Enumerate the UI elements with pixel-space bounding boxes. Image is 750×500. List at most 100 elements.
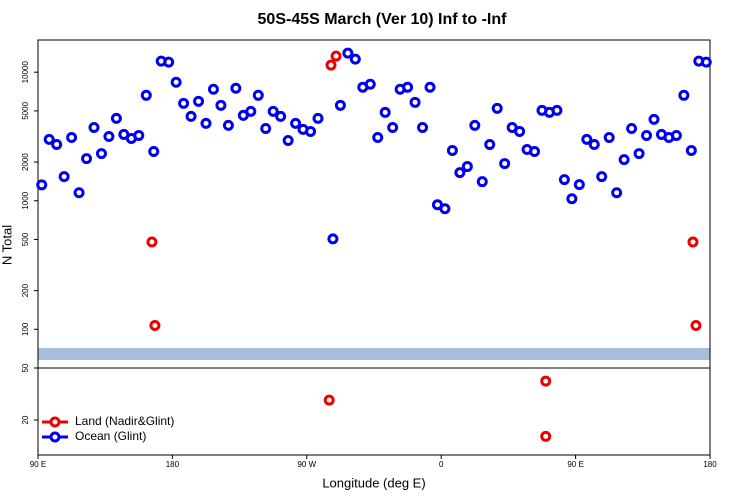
point: [469, 119, 481, 131]
y-tick-label: 5000: [21, 101, 30, 119]
legend-marker: [49, 431, 61, 443]
point: [230, 82, 242, 94]
point: [260, 122, 272, 134]
point: [417, 121, 429, 133]
point: [581, 133, 593, 145]
point: [330, 50, 342, 62]
top-panel-frame: [37, 39, 711, 369]
point: [540, 430, 552, 442]
point: [163, 56, 175, 68]
point: [424, 81, 436, 93]
legend-label: Land (Nadir&Glint): [75, 414, 174, 428]
point: [58, 171, 70, 183]
point: [290, 117, 302, 129]
y-tick-label: 10000: [21, 61, 30, 84]
point: [133, 129, 145, 141]
point: [215, 99, 227, 111]
point: [364, 78, 376, 90]
point: [43, 133, 55, 145]
point: [282, 135, 294, 147]
point: [275, 110, 287, 122]
point: [207, 83, 219, 95]
point: [305, 125, 317, 137]
point: [327, 233, 339, 245]
point: [334, 99, 346, 111]
point: [499, 158, 511, 170]
point: [200, 117, 212, 129]
point: [110, 112, 122, 124]
point: [185, 110, 197, 122]
point: [88, 121, 100, 133]
x-tick-label: 180: [166, 460, 180, 469]
bottom-panel-frame: [37, 367, 711, 456]
x-tick-label: 0: [439, 460, 444, 469]
x-tick-label: 180: [703, 460, 717, 469]
point: [618, 154, 630, 166]
point: [379, 106, 391, 118]
y-tick-label: 20: [21, 415, 30, 424]
point: [245, 105, 257, 117]
point: [36, 179, 48, 191]
y-tick-label: 500: [21, 232, 30, 246]
point: [514, 125, 526, 137]
point: [312, 112, 324, 124]
point: [603, 131, 615, 143]
point: [633, 148, 645, 160]
point: [700, 56, 712, 68]
chart-title: 50S-45S March (Ver 10) Inf to -Inf: [258, 11, 508, 28]
legend-marker: [49, 416, 61, 428]
point: [687, 236, 699, 248]
point: [323, 394, 335, 406]
point: [566, 193, 578, 205]
point: [588, 138, 600, 150]
point: [349, 53, 361, 65]
point: [103, 130, 115, 142]
y-tick-label: 200: [21, 283, 30, 297]
point: [387, 121, 399, 133]
point: [222, 119, 234, 131]
point: [51, 138, 63, 150]
point: [685, 144, 697, 156]
point: [252, 89, 264, 101]
coverage-band: [38, 348, 710, 360]
x-tick-label: 90 E: [30, 460, 46, 469]
point: [342, 47, 354, 59]
point: [178, 97, 190, 109]
point: [670, 129, 682, 141]
y-tick-label: 1000: [21, 191, 30, 209]
point: [611, 187, 623, 199]
point: [540, 375, 552, 387]
point: [140, 89, 152, 101]
point: [66, 131, 78, 143]
point: [626, 122, 638, 134]
legend-label: Ocean (Glint): [75, 429, 146, 443]
point: [81, 153, 93, 165]
point: [146, 236, 158, 248]
point: [529, 146, 541, 158]
point: [148, 146, 160, 158]
point: [402, 81, 414, 93]
y-tick-label: 50: [21, 363, 30, 372]
point: [551, 104, 563, 116]
point: [573, 179, 585, 191]
point: [170, 76, 182, 88]
point: [372, 131, 384, 143]
point: [409, 96, 421, 108]
point: [641, 129, 653, 141]
point: [95, 148, 107, 160]
y-tick-label: 100: [21, 322, 30, 336]
point: [484, 138, 496, 150]
x-axis-label: Longitude (deg E): [322, 475, 425, 490]
y-axis-label: N Total: [0, 225, 14, 265]
point: [149, 320, 161, 332]
point: [596, 171, 608, 183]
point: [491, 102, 503, 114]
point: [476, 176, 488, 188]
point: [267, 105, 279, 117]
point: [558, 174, 570, 186]
point: [193, 95, 205, 107]
x-tick-label: 90 W: [297, 460, 316, 469]
point: [325, 59, 337, 71]
x-tick-label: 90 E: [567, 460, 583, 469]
